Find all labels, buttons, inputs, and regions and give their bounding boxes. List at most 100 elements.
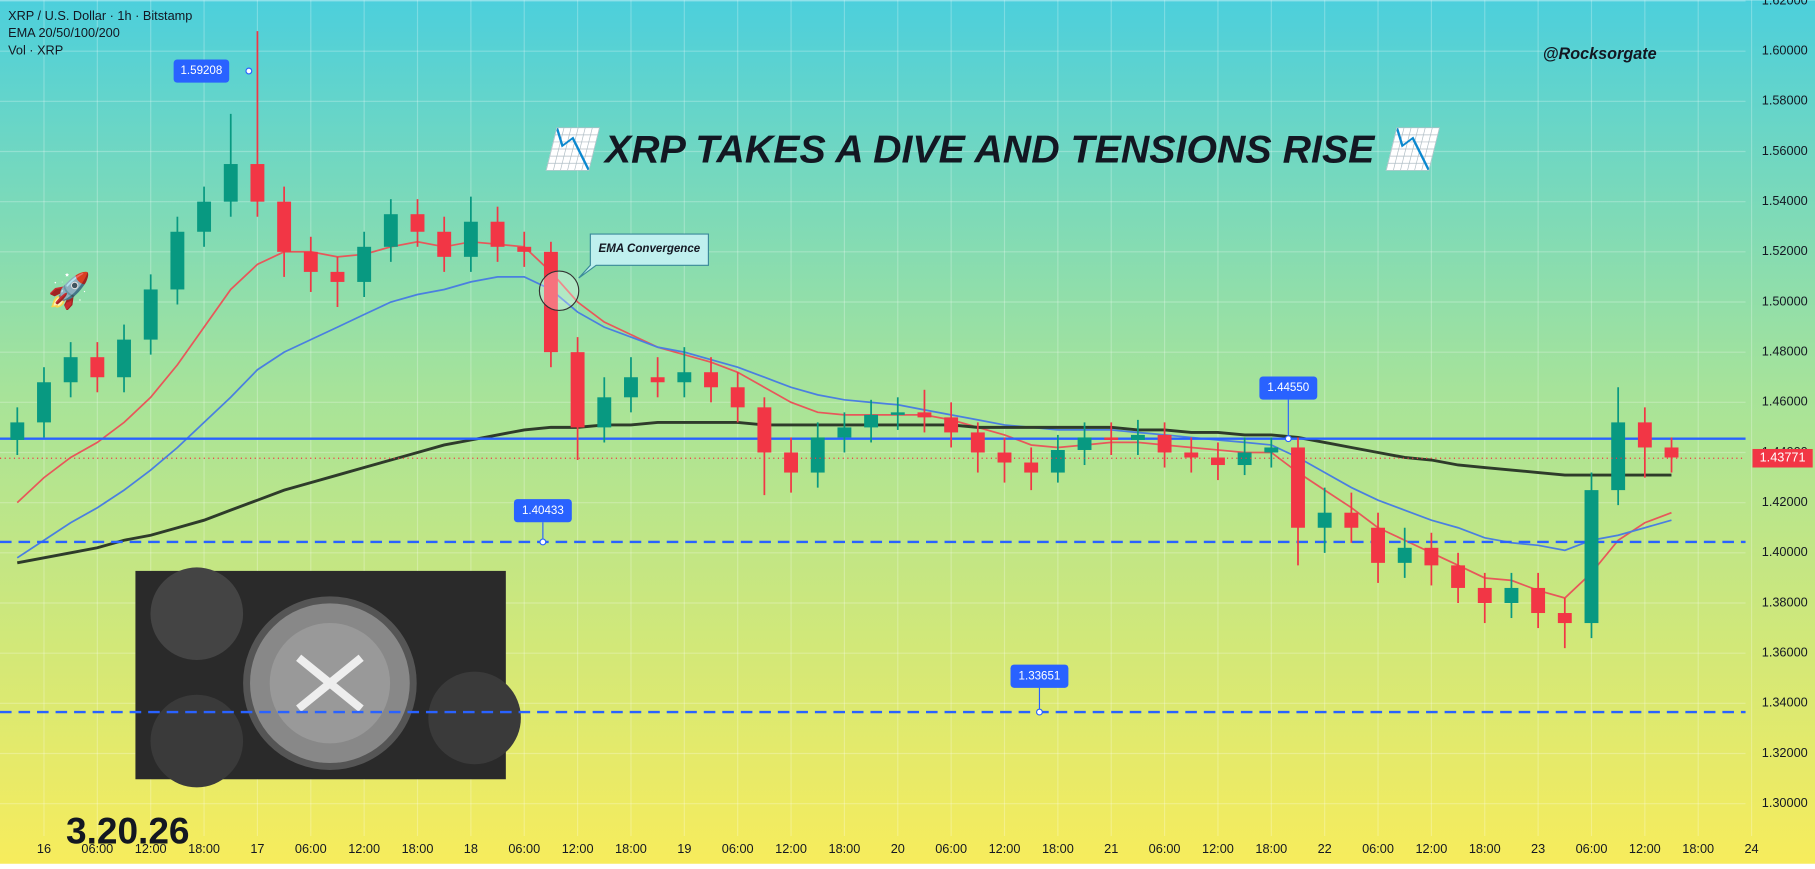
candle-body (170, 231, 185, 290)
candle-body (944, 417, 959, 433)
candle-body (357, 246, 372, 282)
candle-body (1531, 587, 1546, 614)
x-tick-label: 18 (464, 841, 478, 856)
x-tick-label: 18:00 (1255, 841, 1287, 856)
y-tick-label: 1.52000 (1762, 243, 1808, 258)
candle-body (223, 164, 238, 202)
x-tick-label: 22 (1318, 841, 1332, 856)
level-point (1284, 435, 1292, 443)
footer-date: 3.20.26 (66, 809, 190, 851)
candle-body (1317, 512, 1332, 528)
x-tick-label: 12:00 (1202, 841, 1234, 856)
x-tick-label: 12:00 (775, 841, 807, 856)
y-tick-label: 1.32000 (1762, 745, 1808, 760)
x-tick-label: 12:00 (1415, 841, 1447, 856)
peak-label-box (173, 59, 230, 83)
x-tick-label: 06:00 (508, 841, 540, 856)
candle-body (410, 214, 425, 232)
candle-body (1344, 512, 1359, 528)
level-label-box (1259, 376, 1318, 400)
candle-body (1451, 565, 1466, 588)
x-tick-label: 06:00 (81, 841, 113, 856)
candle-body (1291, 447, 1305, 528)
candle-body (330, 271, 345, 282)
candle-body (1184, 452, 1199, 458)
last-price-label: 1.43771 (1760, 450, 1806, 465)
level-label-box (513, 499, 572, 523)
candle-body (1130, 434, 1145, 440)
x-tick-label: 18:00 (402, 841, 434, 856)
level-label-box (1010, 664, 1069, 688)
x-tick-label: 12:00 (348, 841, 380, 856)
candle-body (1211, 457, 1225, 466)
level-label: 1.40433 (522, 505, 564, 517)
candle-body (1371, 527, 1385, 563)
candle-body (10, 422, 25, 440)
candle-body (543, 251, 558, 353)
indicators: EMA 20/50/100/200 (8, 25, 120, 40)
y-tick-label: 1.40000 (1762, 544, 1808, 559)
y-tick-label: 1.30000 (1762, 795, 1808, 810)
x-tick-label: 23 (1531, 841, 1545, 856)
last-price-box (1752, 448, 1813, 468)
candle-body (1397, 547, 1412, 563)
candle-body (570, 352, 585, 428)
y-tick-label: 1.46000 (1762, 394, 1808, 409)
ema-convergence-callout (538, 233, 709, 312)
candle-body (197, 201, 212, 232)
x-tick-label: 06:00 (1362, 841, 1394, 856)
symbol: XRP / U.S. Dollar · 1h · Bitstamp (8, 8, 192, 23)
candle-body (1557, 613, 1572, 624)
y-tick-label: 1.56000 (1762, 143, 1808, 158)
candle-body (1504, 587, 1519, 603)
candle-body (437, 231, 452, 257)
candle-body (303, 251, 318, 272)
candle-body (1050, 449, 1065, 473)
y-tick-label: 1.48000 (1762, 344, 1808, 359)
x-tick-label: 12:00 (989, 841, 1021, 856)
peak-label: 1.59208 (181, 65, 223, 77)
y-tick-label: 1.42000 (1762, 494, 1808, 509)
candle-body (677, 372, 692, 383)
x-tick-label: 18:00 (1682, 841, 1714, 856)
candle-body (1237, 452, 1252, 466)
candle-body (463, 221, 478, 257)
candle-body (997, 452, 1012, 463)
y-tick-label: 1.34000 (1762, 695, 1808, 710)
candle-body (277, 201, 292, 252)
candle-body (784, 452, 798, 473)
x-tick-label: 18:00 (615, 841, 647, 856)
level-label: 1.44550 (1267, 382, 1309, 394)
level-point (1035, 708, 1043, 716)
x-tick-label: 16 (37, 841, 51, 856)
volume-label: Vol · XRP (8, 43, 63, 58)
candle-body (1664, 447, 1679, 458)
candle-body (624, 377, 638, 398)
candle-body (1584, 490, 1599, 624)
y-tick-label: 1.50000 (1762, 293, 1808, 308)
x-tick-label: 19 (677, 841, 691, 856)
y-tick-label: 1.58000 (1762, 93, 1808, 108)
rocket-icon: 🚀 (48, 270, 91, 310)
candle-body (704, 372, 718, 388)
candle-body (490, 221, 505, 247)
y-tick-label: 1.38000 (1762, 594, 1808, 609)
chart-title: 📉 XRP TAKES A DIVE AND TENSIONS RISE 📉 (545, 126, 1441, 171)
candle-body (383, 214, 398, 247)
y-tick-label: 1.62000 (1762, 0, 1808, 7)
candle-body (1077, 437, 1092, 450)
level-point (539, 538, 547, 546)
candle-body (37, 382, 51, 423)
x-tick-label: 12:00 (562, 841, 594, 856)
x-tick-label: 06:00 (1149, 841, 1181, 856)
x-tick-label: 12:00 (1629, 841, 1661, 856)
x-tick-label: 17 (250, 841, 264, 856)
x-tick-label: 06:00 (295, 841, 327, 856)
candle-body (810, 437, 825, 473)
watermark: @Rocksorgate (1543, 45, 1657, 63)
ema-line (16, 276, 1672, 559)
x-tick-label: 21 (1104, 841, 1118, 856)
y-tick-label: 1.36000 (1762, 645, 1808, 660)
candle-body (890, 412, 905, 415)
